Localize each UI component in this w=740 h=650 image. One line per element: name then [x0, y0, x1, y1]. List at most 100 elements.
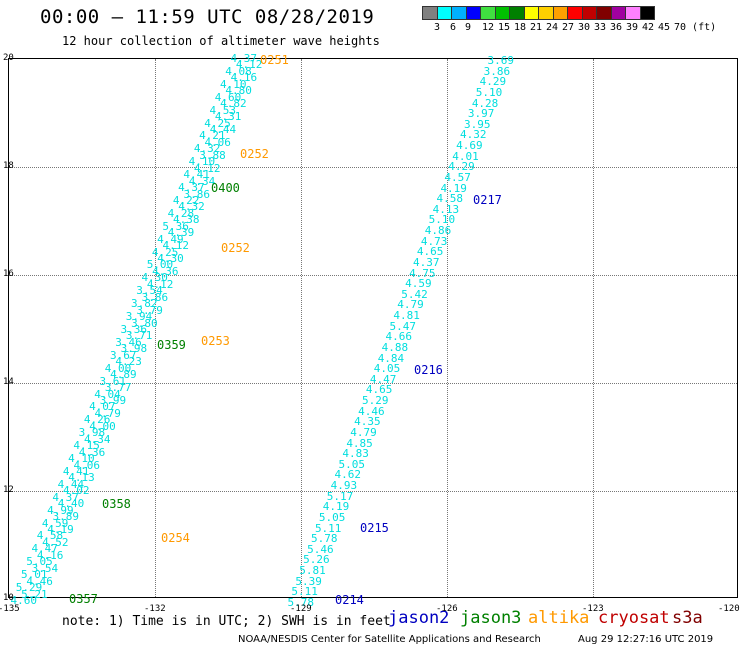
wave-height-label: 4.62 [334, 468, 362, 482]
wave-height-label: 5.11 [291, 585, 318, 599]
wave-height-label: 4.23 [115, 355, 142, 369]
wave-height-label: 5.36 [162, 219, 189, 233]
wave-height-label: 4.60 [10, 594, 38, 607]
wave-height-label: 4.10 [188, 155, 216, 169]
legend-swatch [625, 6, 641, 20]
wave-height-label: 3.88 [199, 148, 226, 162]
legend-label: 33 [594, 22, 607, 33]
wave-height-label: 4.32 [193, 142, 221, 156]
grid-line-vertical [447, 59, 448, 597]
wave-height-label: 4.10 [220, 77, 247, 91]
legend-swatch [422, 6, 438, 20]
wave-height-label: 3.79 [136, 303, 163, 317]
longitude-label: -123 [582, 604, 604, 614]
legend-swatch [509, 6, 525, 20]
wave-height-label: 3.61 [99, 374, 127, 388]
wave-height-label: 4.39 [167, 226, 195, 240]
wave-height-label: 4.02 [63, 484, 90, 498]
wave-height-label: 4.89 [110, 368, 137, 382]
wave-height-label: 4.40 [57, 497, 85, 511]
wave-height-label: 5.10 [428, 213, 456, 227]
legend-swatch [436, 6, 452, 20]
wave-height-label: 3.67 [110, 348, 137, 362]
wave-height-label: 4.41 [62, 464, 90, 478]
legend-swatch [567, 6, 583, 20]
wave-height-label: 4.75 [409, 266, 436, 280]
wave-height-label: 4.22 [172, 193, 200, 207]
wave-height-label: 4.46 [26, 574, 53, 588]
pass-time-label: 0251 [260, 53, 289, 67]
wave-height-label: 4.65 [416, 245, 444, 259]
wave-height-label: 4.12 [162, 239, 190, 253]
grid-line-vertical [593, 59, 594, 597]
wave-height-label: 4.88 [381, 340, 409, 354]
pass-time-label: 0217 [473, 193, 502, 207]
pass-time-label: 0359 [157, 338, 186, 352]
legend-label: 45 [658, 22, 671, 33]
legend-label: 18 [514, 22, 527, 33]
pass-time-label: 0254 [161, 531, 190, 545]
legend-swatch [480, 6, 496, 20]
legend-label: 21 [530, 22, 543, 33]
legend-swatch [523, 6, 539, 20]
legend-swatch [552, 6, 568, 20]
wave-height-label: 4.00 [89, 419, 116, 433]
wave-height-label: 4.29 [448, 160, 475, 174]
wave-height-label: 4.04 [94, 387, 121, 401]
wave-height-label: 4.34 [188, 174, 216, 188]
legend-swatch [451, 6, 467, 20]
wave-height-label: 3.89 [52, 510, 80, 524]
wave-height-label: 4.12 [235, 58, 263, 72]
wave-height-label: 4.25 [204, 116, 231, 130]
wave-height-label: 4.26 [83, 413, 111, 427]
page-title: 00:00 — 11:59 UTC 08/28/2019 [40, 6, 375, 28]
wave-height-label: 4.53 [209, 103, 237, 117]
wave-height-label: 3.82 [130, 297, 158, 311]
legend-label: 12 [482, 22, 495, 33]
pass-time-label: 0358 [102, 497, 131, 511]
wave-height-label: 4.59 [405, 277, 432, 291]
wave-height-label: 4.52 [42, 535, 69, 549]
wave-height-label: 4.31 [214, 110, 242, 124]
wave-height-label: 4.35 [354, 415, 381, 429]
wave-height-label: 4.10 [68, 452, 95, 466]
wave-height-label: 4.30 [141, 271, 168, 285]
wave-height-label: 5.47 [389, 319, 416, 333]
wave-height-label: 4.99 [47, 503, 74, 517]
wave-height-label: 4.66 [385, 330, 413, 344]
grid-line-horizontal [9, 491, 737, 492]
latitude-label: 18 [3, 161, 14, 171]
wave-height-label: 4.19 [47, 523, 74, 537]
wave-height-label: 5.81 [299, 564, 326, 578]
footer-note: note: 1) Time is in UTC; 2) SWH is in fe… [62, 614, 391, 629]
satellite-name-s3a: s3a [672, 608, 703, 628]
wave-height-label: 4.80 [225, 84, 252, 98]
wave-height-label: 3.46 [115, 335, 142, 349]
wave-height-label: 5.78 [311, 532, 338, 546]
legend-swatch [465, 6, 481, 20]
wave-height-label: 4.36 [152, 264, 179, 278]
wave-height-label: 4.37 [412, 255, 440, 269]
wave-height-label: 5.00 [146, 258, 174, 272]
wave-height-label: 3.69 [487, 54, 515, 67]
wave-height-label: 4.85 [346, 436, 373, 450]
wave-height-label: 5.05 [26, 555, 53, 569]
legend-swatch [610, 6, 626, 20]
wave-height-label: 4.46 [358, 404, 385, 418]
wave-height-label: 3.86 [141, 290, 169, 304]
wave-height-label: 4.41 [183, 168, 210, 182]
wave-height-label: 3.98 [120, 342, 148, 356]
wave-height-label: 4.57 [444, 170, 471, 184]
wave-height-label: 4.79 [94, 406, 121, 420]
legend-swatch [639, 6, 655, 20]
wave-height-label: 5.01 [20, 568, 48, 582]
wave-height-label: 4.12 [146, 277, 174, 291]
wave-height-label: 4.32 [460, 128, 487, 142]
wave-height-label: 3.54 [31, 561, 59, 575]
wave-height-label: 4.37 [52, 490, 79, 504]
wave-height-label: 4.08 [225, 64, 252, 78]
wave-height-label: 5.10 [475, 85, 503, 99]
grid-line-vertical [301, 59, 302, 597]
credit-text: NOAA/NESDIS Center for Satellite Applica… [238, 634, 541, 645]
wave-height-label: 4.81 [393, 309, 420, 323]
